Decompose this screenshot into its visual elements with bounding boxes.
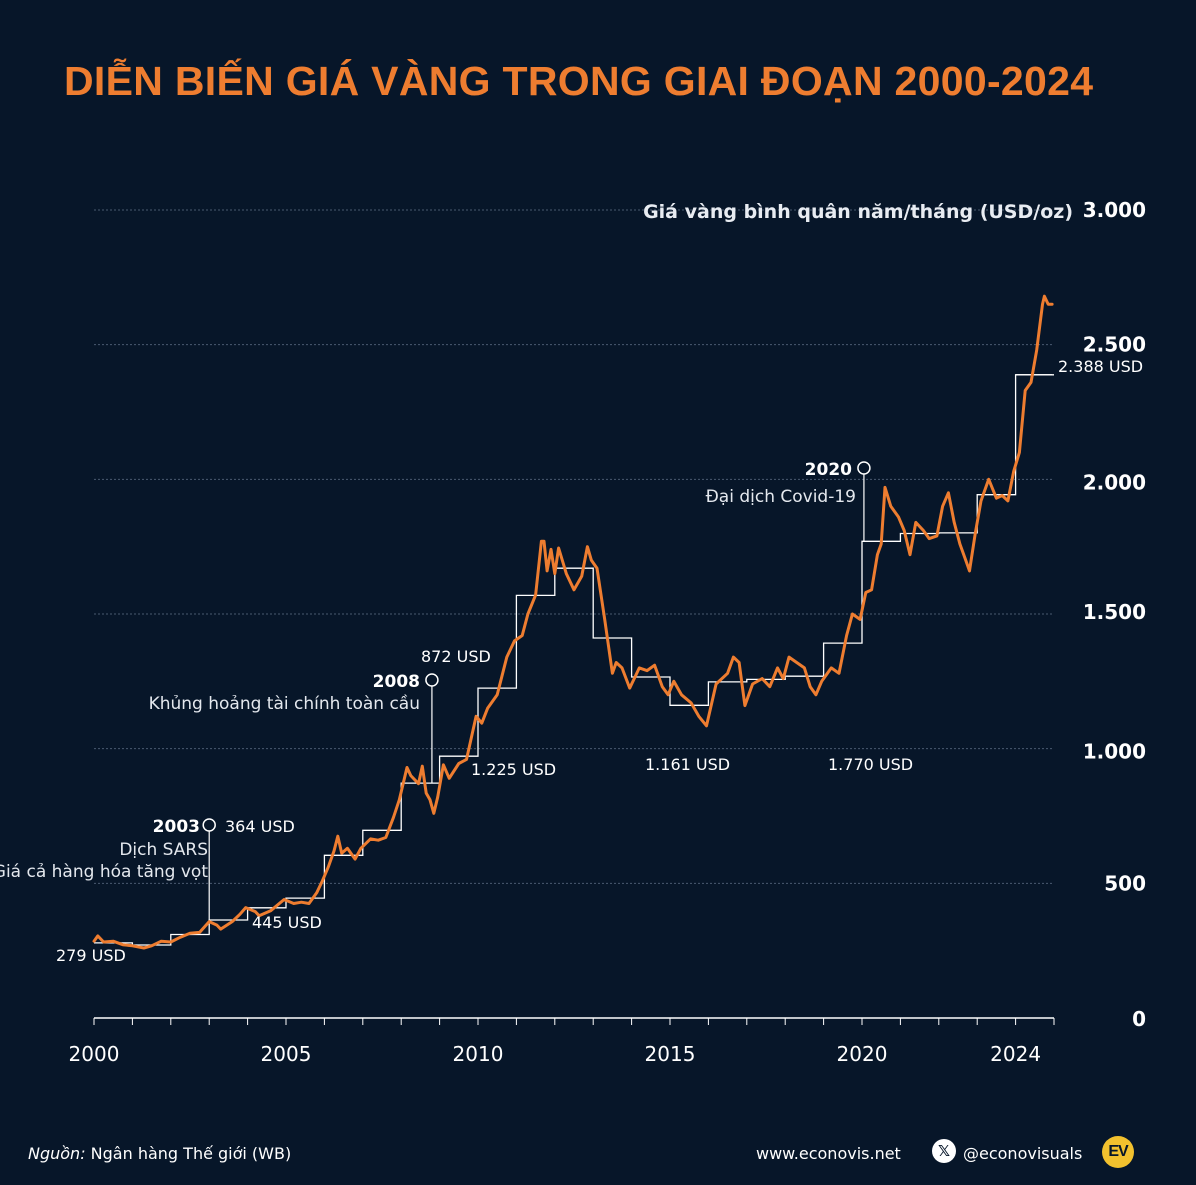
annual-average-step-line [94,374,1054,946]
annotation-leaders [202,374,1052,920]
x-tick-label-2010: 2010 [453,1042,504,1066]
value-label-2008: 872 USD [421,647,491,666]
x-axis [93,1017,1055,1025]
y-tick-label-1000: 1.000 [1083,740,1146,764]
y-tick-label-500: 500 [1104,871,1146,895]
event-2003-year: 2003 [153,817,200,837]
x-tick-label-2020: 2020 [837,1042,888,1066]
event-2008-year: 2008 [373,672,420,692]
y-axis-title: Giá vàng bình quân năm/tháng (USD/oz) [643,201,1073,223]
monthly-price-line [92,294,1054,950]
value-label-2003: 364 USD [225,817,295,836]
ev-logo-icon: EV [1102,1136,1134,1168]
value-label-2020: 1.770 USD [828,755,913,774]
y-tick-label-2500: 2.500 [1083,333,1146,357]
y-tick-label-3000: 3.000 [1083,198,1146,222]
value-label-2024: 2.388 USD [1058,357,1143,376]
value-label-2005: 445 USD [252,913,322,932]
value-label-2000: 279 USD [56,946,126,965]
series-group [92,294,1054,950]
y-tick-label-1500: 1.500 [1083,600,1146,624]
x-tick-label-2000: 2000 [69,1042,120,1066]
event-2008-line-1: Khủng hoảng tài chính toàn cầu [149,693,420,714]
x-tick-label-2015: 2015 [645,1042,696,1066]
event-2020-line-1: Đại dịch Covid-19 [706,487,856,507]
marker-2003 [202,818,216,832]
grid-lines [94,209,1054,884]
event-2020-year: 2020 [805,460,852,480]
source-note: Nguồn: Ngân hàng Thế giới (WB) [28,1144,291,1163]
source-text: Ngân hàng Thế giới (WB) [85,1144,292,1163]
value-label-2010: 1.225 USD [471,760,556,779]
y-axis-ticks: 0 500 1.000 1.500 2.000 2.500 3.000 [1083,198,1146,1031]
marker-2020 [857,461,871,475]
value-label-2015: 1.161 USD [645,755,730,774]
event-2003-line-1: Dịch SARS [119,840,208,860]
event-2003-line-2: Giá cả hàng hóa tăng vọt [0,862,208,882]
x-tick-label-2005: 2005 [261,1042,312,1066]
source-label: Nguồn: [28,1144,86,1163]
marker-2008 [425,673,439,687]
x-tick-label-2024: 2024 [990,1042,1041,1066]
y-tick-label-2000: 2.000 [1083,470,1146,494]
y-tick-label-0: 0 [1132,1007,1146,1031]
x-axis-ticks: 2000 2005 2010 2015 2020 2024 [69,1042,1042,1066]
social-handle[interactable]: @econovisuals [963,1144,1083,1163]
website-link[interactable]: www.econovis.net [756,1144,901,1163]
page-title: DIỄN BIẾN GIÁ VÀNG TRONG GIAI ĐOẠN 2000-… [64,58,1094,104]
x-logo-icon: 𝕏 [932,1139,956,1163]
